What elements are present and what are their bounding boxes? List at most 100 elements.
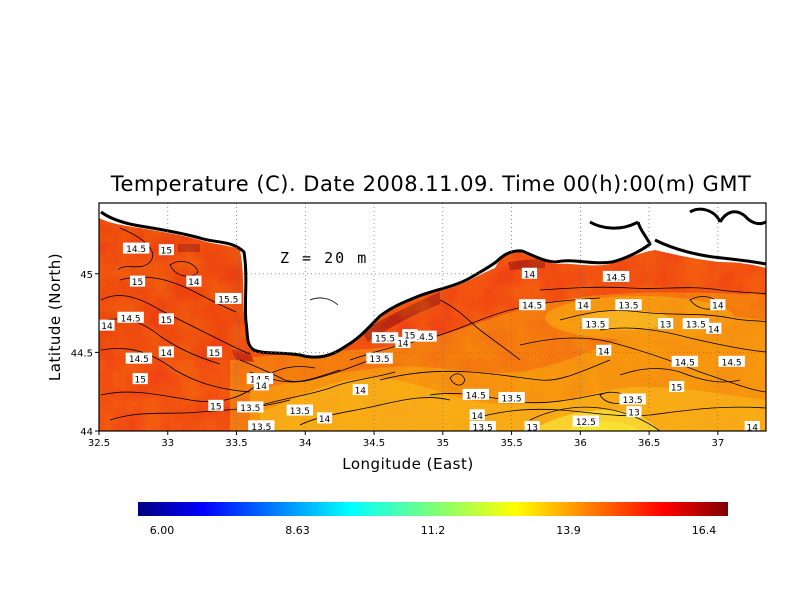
contour-label-bg bbox=[669, 380, 685, 392]
x-tick-label: 32.5 bbox=[88, 438, 110, 449]
contour-label-bg bbox=[158, 244, 174, 256]
x-tick-label: 36 bbox=[574, 438, 587, 449]
contour-label: 14 bbox=[706, 322, 722, 335]
x-tick-label: 36.5 bbox=[638, 438, 660, 449]
contour-label-bg bbox=[366, 352, 393, 364]
contour-label-bg bbox=[99, 319, 115, 331]
contour-label-bg bbox=[371, 332, 399, 344]
contour-label-bg bbox=[402, 329, 418, 341]
y-tick-label: 45 bbox=[80, 270, 93, 281]
contour-label-text: 15 bbox=[671, 383, 682, 393]
depth-label: Z = 20 m bbox=[280, 249, 368, 267]
contour-label-bg bbox=[710, 299, 726, 311]
contour-label-text: 14 bbox=[577, 302, 589, 312]
contour-label: 14.5 bbox=[519, 299, 546, 312]
contour-label-bg bbox=[706, 322, 722, 334]
contour-label-bg bbox=[626, 406, 642, 418]
contour-label-bg bbox=[524, 421, 540, 432]
contour-label-text: 15 bbox=[404, 332, 415, 342]
x-tick-label: 33 bbox=[161, 438, 174, 449]
contour-label-text: 13.5 bbox=[585, 321, 605, 331]
contour-label-text: 14 bbox=[524, 270, 536, 280]
contour-label-text: 13.5 bbox=[290, 407, 310, 417]
contour-label-text: 15.5 bbox=[375, 335, 395, 345]
contour-label-text: 15 bbox=[209, 349, 220, 359]
contour-label-bg bbox=[122, 242, 150, 254]
contour-label: 15 bbox=[206, 346, 223, 359]
contour-label: 14 bbox=[316, 412, 333, 425]
contour-label: 15 bbox=[158, 313, 174, 326]
contour-label-text: 14 bbox=[712, 302, 724, 312]
contour-label: 15.5 bbox=[371, 332, 399, 345]
contour-label-text: 13 bbox=[628, 409, 639, 419]
contour-label-text: 14 bbox=[101, 322, 113, 332]
contour-label-text: 15 bbox=[135, 376, 146, 386]
contour-label-bg bbox=[521, 267, 538, 279]
contour-label: 14 bbox=[710, 299, 726, 312]
contour-label-bg bbox=[253, 379, 269, 391]
contour-label-bg bbox=[132, 373, 148, 385]
contour-label-text: 13.5 bbox=[370, 355, 390, 365]
contour-label-bg bbox=[117, 311, 144, 323]
contour-label-bg bbox=[395, 336, 411, 348]
contour-label-text: 14.5 bbox=[121, 314, 141, 324]
colorbar-tick-label: 11.2 bbox=[421, 524, 446, 537]
contour-label-bg bbox=[158, 313, 174, 325]
contour-label: 13 bbox=[658, 318, 674, 331]
contour-label-bg bbox=[286, 404, 313, 416]
x-tick-label: 34 bbox=[299, 438, 312, 449]
contour-label: 14 bbox=[596, 344, 612, 357]
contour-label-text: 15.5 bbox=[218, 295, 238, 305]
contour-label: 13 bbox=[524, 421, 540, 434]
contour-label: 13.5 bbox=[237, 401, 264, 414]
contour-label-bg bbox=[682, 318, 710, 330]
colorbar bbox=[138, 502, 728, 516]
contour-label-text: 13.5 bbox=[251, 423, 271, 433]
contour-label-text: 14 bbox=[161, 349, 173, 359]
contour-label-text: 13 bbox=[526, 424, 537, 434]
contour-label: 13.5 bbox=[619, 393, 646, 406]
contour-label-bg bbox=[206, 346, 223, 358]
contour-label: 13.5 bbox=[248, 420, 275, 433]
contour-label-bg bbox=[352, 384, 368, 396]
contour-label-bg bbox=[186, 275, 202, 287]
contour-label-bg bbox=[246, 373, 274, 385]
contour-label: 14 bbox=[469, 409, 485, 422]
contour-label-bg bbox=[125, 352, 153, 364]
contour-label-text: 14 bbox=[188, 278, 200, 288]
contour-label-text: 15 bbox=[210, 402, 221, 412]
x-tick-label: 34.5 bbox=[363, 438, 385, 449]
contour-label-text: 14 bbox=[256, 382, 268, 392]
contour-label-layer: 14.5 15 15 14 15.5 14 14.5 15 14.5 14 15 15 15 14.5 14… bbox=[99, 242, 760, 434]
contour-label-bg bbox=[596, 344, 612, 356]
contour-label-text: 14.5 bbox=[722, 358, 742, 368]
contour-label: 14 bbox=[186, 275, 202, 288]
y-tick-label: 44.5 bbox=[71, 348, 93, 359]
contour-label-text: 14 bbox=[319, 415, 331, 425]
contour-label: 13.5 bbox=[469, 421, 496, 434]
contour-label: 15 bbox=[402, 329, 418, 342]
x-tick-label: 37 bbox=[711, 438, 724, 449]
contour-label: 13.5 bbox=[286, 404, 313, 417]
contour-label-bg bbox=[615, 299, 642, 311]
contour-label-bg bbox=[575, 299, 591, 311]
contour-label-bg bbox=[619, 393, 646, 405]
plot-frame bbox=[98, 202, 767, 432]
contour-label: 14 bbox=[744, 421, 760, 434]
contour-label: 13.5 bbox=[582, 318, 609, 331]
contour-label: 14 bbox=[352, 384, 368, 397]
contour-label-bg bbox=[410, 330, 437, 342]
x-tick-label: 35.5 bbox=[500, 438, 522, 449]
x-axis-label: Longitude (East) bbox=[342, 455, 473, 473]
contour-label-text: 14 bbox=[598, 347, 610, 357]
contour-label: 15 bbox=[208, 399, 224, 412]
contour-label-text: 14.5 bbox=[466, 391, 486, 401]
contour-label: 14.5 bbox=[122, 242, 150, 255]
contour-label-text: 14 bbox=[355, 387, 367, 397]
temperature-field bbox=[99, 203, 766, 431]
contour-label: 15 bbox=[158, 244, 174, 257]
contour-label-bg bbox=[316, 412, 333, 424]
contour-label-bg bbox=[469, 421, 496, 432]
contour-label-text: 15 bbox=[161, 316, 172, 326]
contour-label-bg bbox=[237, 401, 264, 413]
